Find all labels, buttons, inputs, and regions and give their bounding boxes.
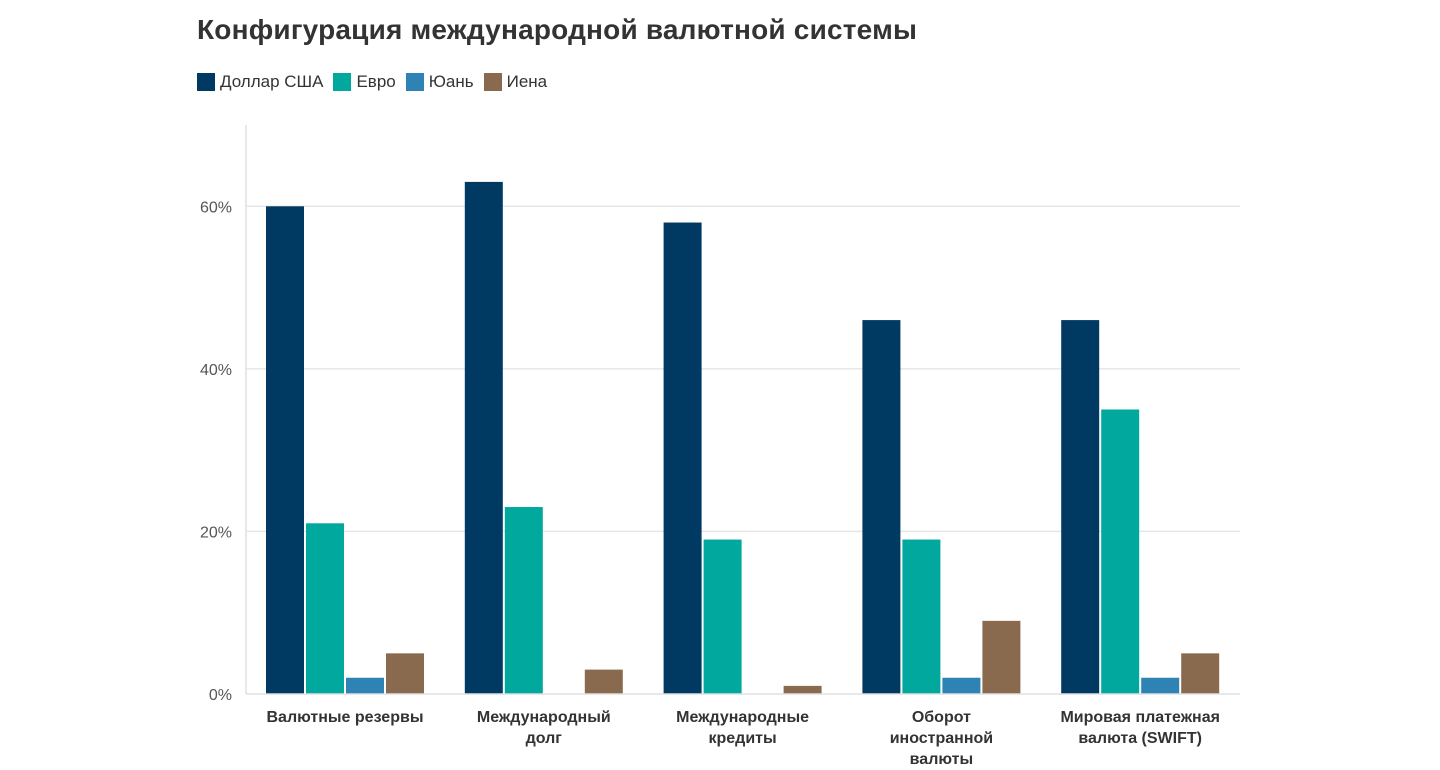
x-tick-label: Мировая платежная валюта (SWIFT) — [1060, 709, 1220, 747]
x-tick-label: Международный долг — [477, 709, 611, 747]
bar — [982, 620, 1021, 694]
legend-item-jpy: Иена — [483, 72, 548, 92]
y-tick-label: 0% — [209, 687, 232, 704]
legend: Доллар США Евро Юань Иена — [197, 72, 557, 92]
legend-swatch-cny — [405, 73, 424, 91]
bar — [504, 507, 543, 694]
x-tick-label: Международные кредиты — [676, 709, 809, 747]
x-tick-label-line: кредиты — [709, 730, 777, 747]
legend-label-eur: Евро — [356, 72, 396, 91]
chart-title: Конфигурация международной валютной сист… — [197, 14, 918, 45]
x-tick-label-line: Мировая платежная — [1060, 709, 1220, 726]
bar — [306, 523, 344, 694]
y-tick-label: 60% — [200, 199, 232, 216]
x-tick-label-line: долг — [526, 730, 563, 747]
legend-item-eur: Евро — [333, 72, 396, 92]
bar — [346, 677, 384, 694]
bar — [1061, 320, 1100, 694]
bar — [1101, 409, 1140, 694]
legend-swatch-jpy — [483, 73, 502, 91]
legend-item-cny: Юань — [405, 72, 474, 92]
bar — [584, 669, 623, 694]
bar — [783, 685, 822, 694]
bar — [266, 206, 304, 695]
legend-swatch-usd — [197, 73, 215, 91]
x-tick-label-line: Международные — [676, 709, 809, 726]
x-tick-label-line: валюты — [910, 751, 973, 768]
bar — [1181, 653, 1220, 694]
y-tick-label: 40% — [200, 362, 232, 379]
bar — [663, 222, 702, 695]
bar — [902, 539, 941, 694]
bar — [1141, 677, 1180, 694]
bar — [862, 320, 901, 694]
x-tick-label-line: иностранной — [890, 730, 993, 747]
x-tick-label-line: Международный — [477, 709, 611, 726]
legend-swatch-eur — [333, 73, 352, 91]
bar — [942, 677, 981, 694]
bar — [703, 539, 742, 694]
legend-item-usd: Доллар США — [197, 72, 323, 92]
legend-label-usd: Доллар США — [220, 72, 324, 91]
x-tick-label-line: Оборот — [912, 709, 971, 726]
legend-label-jpy: Иена — [506, 72, 548, 91]
x-tick-label-line: Валютные резервы — [267, 709, 424, 726]
x-tick-label: Оборот иностранной валюты — [890, 709, 993, 768]
x-tick-label-line: валюта (SWIFT) — [1078, 730, 1202, 747]
bar — [464, 181, 503, 694]
x-tick-label: Валютные резервы — [267, 709, 424, 726]
y-tick-label: 20% — [200, 524, 232, 541]
legend-label-cny: Юань — [428, 72, 474, 91]
bar — [386, 653, 424, 694]
